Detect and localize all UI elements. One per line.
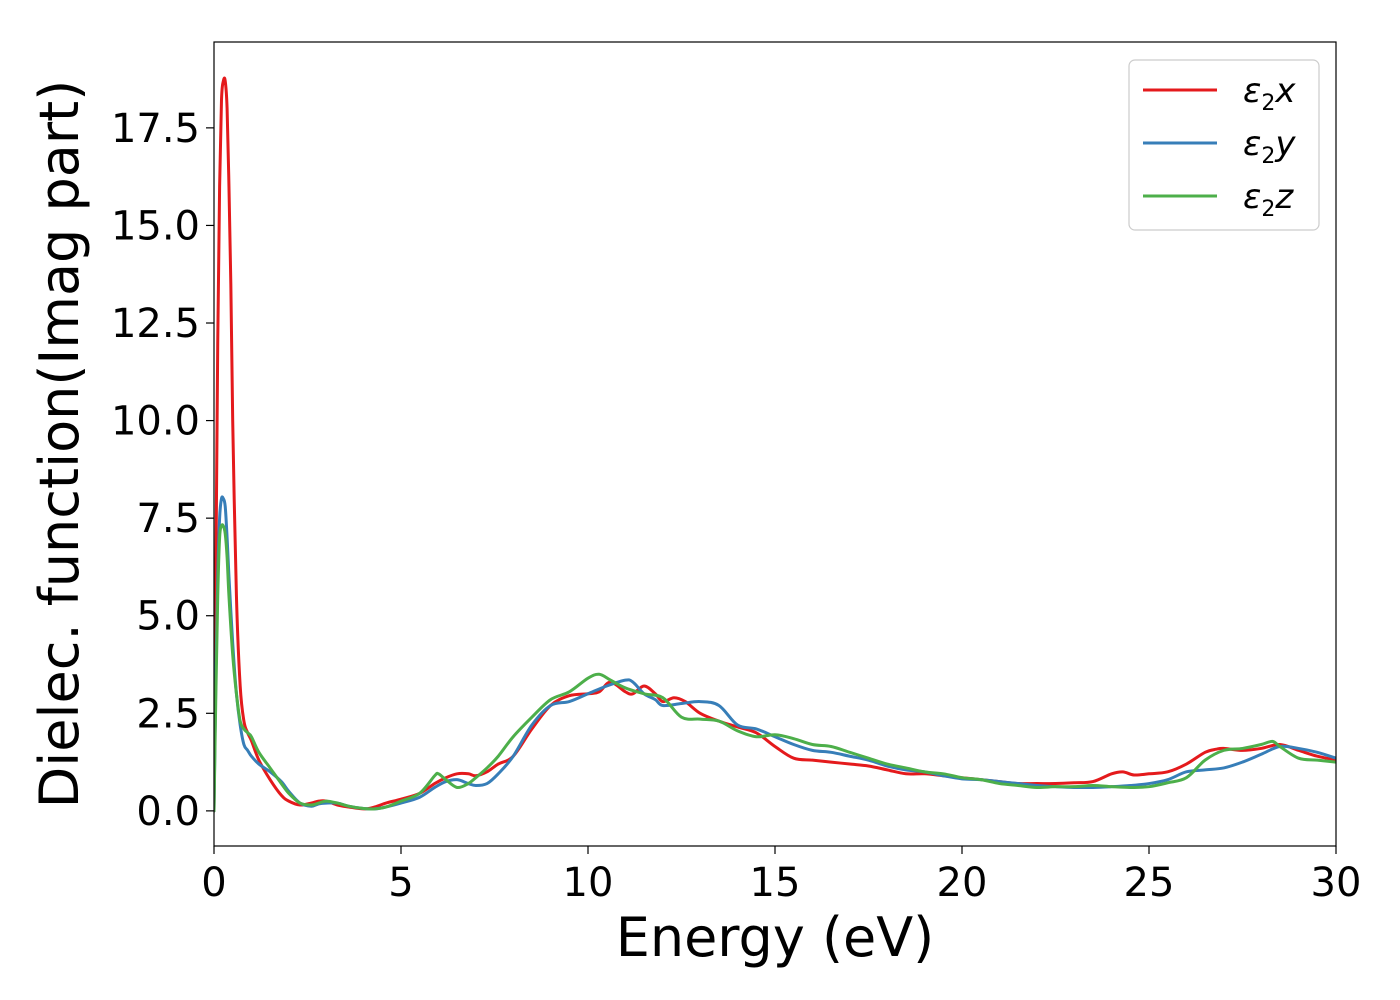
y-tick-label: 0.0 <box>136 789 200 835</box>
y-tick-label: 10.0 <box>111 399 200 445</box>
axes: 0 5 10 15 20 25 30 0.0 2.5 5.0 7.5 10.0 12.5 15.0 17.5 <box>111 41 1362 906</box>
x-axis-title: Energy (eV) <box>616 906 935 969</box>
y-axis-title: Dielec. function(Imag part) <box>28 80 91 809</box>
y-tick-label: 15.0 <box>111 203 200 249</box>
legend-label-z: ε2z <box>1243 177 1294 222</box>
legend-box <box>1128 59 1320 231</box>
x-tick-label: 10 <box>563 860 614 906</box>
y-tick-label: 12.5 <box>111 301 200 347</box>
x-tick-label: 0 <box>201 860 226 906</box>
legend-label-y: ε2y <box>1243 124 1296 169</box>
x-tick-label: 30 <box>1311 860 1362 906</box>
x-tick-label: 25 <box>1124 860 1175 906</box>
y-tick-label: 7.5 <box>136 496 200 542</box>
y-tick-label: 17.5 <box>111 106 200 152</box>
y-tick-label: 5.0 <box>136 594 200 640</box>
x-tick-label: 5 <box>388 860 413 906</box>
legend: ε2x ε2y ε2z <box>1128 59 1320 231</box>
legend-label-x: ε2x <box>1243 71 1296 116</box>
x-tick-label: 15 <box>750 860 801 906</box>
y-tick-label: 2.5 <box>136 691 200 737</box>
x-tick-label: 20 <box>937 860 988 906</box>
series-line-z <box>214 523 1336 813</box>
series-layer <box>214 76 1336 813</box>
